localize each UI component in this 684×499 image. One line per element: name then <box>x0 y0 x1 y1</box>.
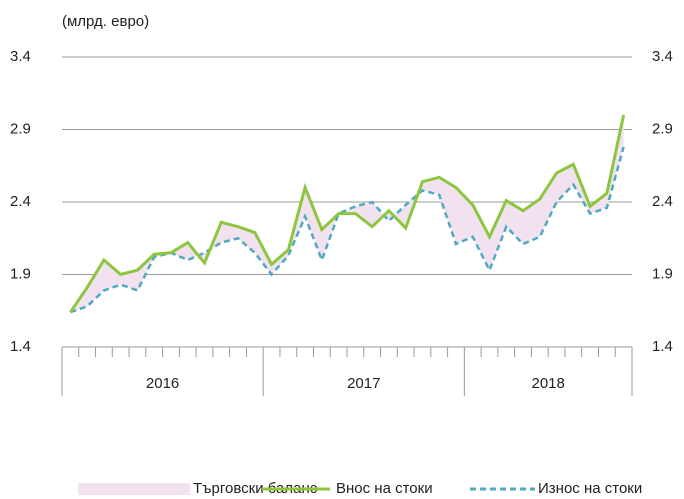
y-tick-label: 3.4 <box>10 48 31 65</box>
series-line <box>69 114 626 314</box>
year-label: 2016 <box>146 375 179 392</box>
legend-swatch <box>78 483 190 495</box>
y2-tick-label: 1.9 <box>652 265 673 282</box>
y2-tick-label: 2.9 <box>652 120 673 137</box>
legend-label: Търговски баланс <box>193 480 318 497</box>
y-axis-label: (млрд. евро) <box>62 13 149 30</box>
y-tick-label: 1.4 <box>10 338 31 355</box>
year-label: 2018 <box>531 375 564 392</box>
year-label: 2017 <box>347 375 380 392</box>
y-tick-label: 1.9 <box>10 265 31 282</box>
y2-tick-label: 2.4 <box>652 193 673 210</box>
y-tick-label: 2.4 <box>10 193 31 210</box>
y-tick-label: 2.9 <box>10 120 31 137</box>
y2-tick-label: 1.4 <box>652 338 673 355</box>
legend-label: Износ на стоки <box>538 480 642 497</box>
legend-label: Внос на стоки <box>336 480 433 497</box>
y2-tick-label: 3.4 <box>652 48 673 65</box>
